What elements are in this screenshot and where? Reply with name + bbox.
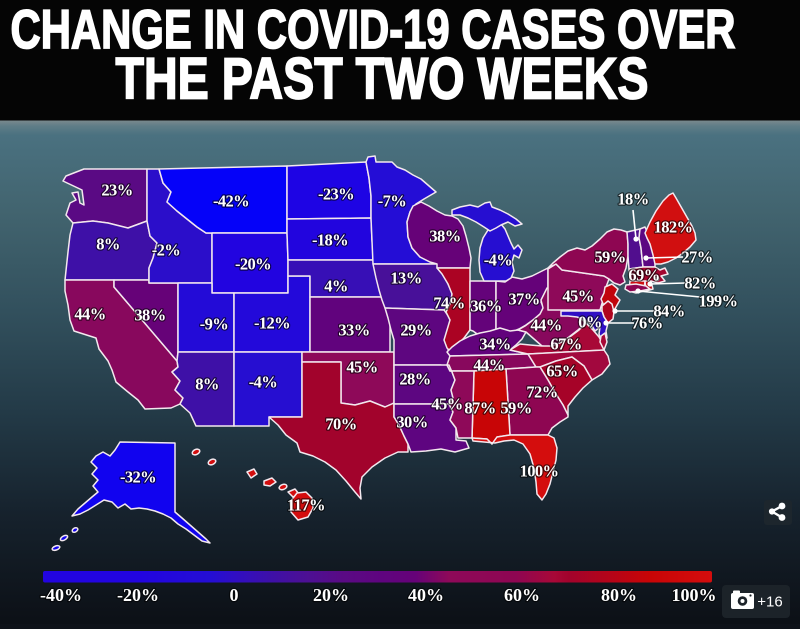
svg-text:8%: 8%: [195, 375, 219, 394]
svg-text:30%: 30%: [396, 413, 427, 432]
svg-text:117%: 117%: [287, 496, 325, 515]
svg-text:-18%: -18%: [312, 231, 348, 250]
svg-text:36%: 36%: [470, 297, 501, 316]
svg-text:CHANGE IN COVID-19 CASES OVER: CHANGE IN COVID-19 CASES OVER: [11, 0, 736, 60]
svg-text:-4%: -4%: [249, 373, 277, 392]
svg-text:28%: 28%: [399, 370, 430, 389]
svg-text:76%: 76%: [631, 314, 662, 333]
svg-text:65%: 65%: [546, 362, 577, 381]
svg-text:8%: 8%: [96, 235, 120, 254]
svg-text:-20%: -20%: [235, 255, 271, 274]
svg-text:-20%: -20%: [117, 585, 159, 605]
svg-text:18%: 18%: [617, 190, 648, 209]
svg-text:-9%: -9%: [200, 315, 228, 334]
svg-text:38%: 38%: [134, 306, 165, 325]
svg-text:-23%: -23%: [318, 185, 354, 204]
svg-text:44%: 44%: [74, 305, 105, 324]
svg-text:38%: 38%: [429, 227, 460, 246]
svg-text:THE PAST TWO WEEKS: THE PAST TWO WEEKS: [116, 47, 649, 112]
svg-text:69%: 69%: [628, 266, 659, 285]
svg-text:67%: 67%: [550, 335, 581, 354]
svg-text:34%: 34%: [479, 335, 510, 354]
svg-text:44%: 44%: [473, 356, 504, 375]
svg-text:87%: 87%: [464, 399, 495, 418]
svg-text:-12%: -12%: [254, 314, 290, 333]
svg-text:59%: 59%: [500, 399, 531, 418]
svg-text:-40%: -40%: [40, 585, 82, 605]
svg-text:45%: 45%: [562, 287, 593, 306]
svg-text:-7%: -7%: [378, 192, 406, 211]
svg-text:0: 0: [230, 585, 239, 605]
svg-text:60%: 60%: [504, 585, 540, 605]
svg-text:0%: 0%: [578, 313, 602, 332]
svg-text:-42%: -42%: [213, 192, 249, 211]
svg-text:23%: 23%: [101, 181, 132, 200]
svg-text:-2%: -2%: [152, 241, 180, 260]
svg-text:182%: 182%: [654, 218, 693, 237]
svg-text:82%: 82%: [684, 274, 715, 293]
svg-text:100%: 100%: [520, 462, 559, 481]
svg-text:59%: 59%: [594, 248, 625, 267]
svg-text:199%: 199%: [699, 292, 738, 311]
svg-text:20%: 20%: [313, 585, 349, 605]
svg-text:13%: 13%: [390, 269, 421, 288]
svg-text:72%: 72%: [526, 383, 557, 402]
svg-text:74%: 74%: [433, 294, 464, 313]
svg-text:100%: 100%: [672, 585, 717, 605]
svg-text:80%: 80%: [601, 585, 637, 605]
svg-text:84%: 84%: [653, 302, 684, 321]
svg-text:40%: 40%: [408, 585, 444, 605]
svg-text:29%: 29%: [400, 321, 431, 340]
svg-text:-32%: -32%: [120, 468, 156, 487]
svg-text:33%: 33%: [338, 321, 369, 340]
svg-text:+16: +16: [757, 594, 782, 611]
svg-text:37%: 37%: [508, 290, 539, 309]
svg-text:-4%: -4%: [484, 251, 512, 270]
svg-text:45%: 45%: [346, 358, 377, 377]
svg-text:27%: 27%: [681, 248, 712, 267]
svg-text:70%: 70%: [325, 415, 356, 434]
svg-text:45%: 45%: [431, 395, 462, 414]
svg-text:4%: 4%: [324, 277, 348, 296]
svg-text:44%: 44%: [530, 316, 561, 335]
